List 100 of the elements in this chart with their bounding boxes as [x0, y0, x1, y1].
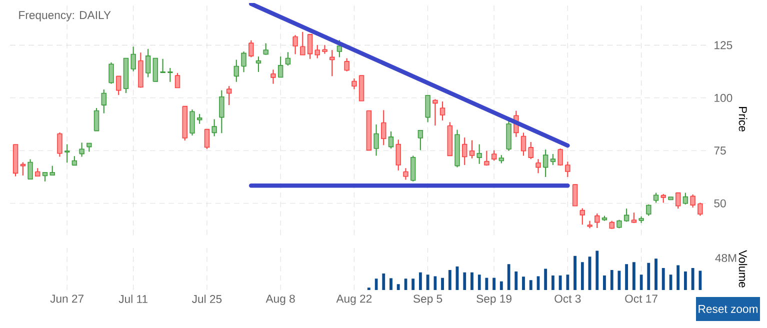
bar — [632, 262, 636, 290]
bar — [470, 272, 474, 290]
bar — [478, 274, 481, 290]
y-axis-title: Volume — [738, 250, 748, 288]
candlestick — [263, 42, 268, 56]
candlestick — [285, 52, 291, 66]
candlestick — [226, 86, 232, 106]
text: 48M — [715, 254, 736, 262]
bar — [426, 274, 430, 290]
x-tick-label: Sep 5 — [414, 294, 442, 305]
bar — [390, 278, 392, 290]
bar — [684, 272, 687, 290]
x-tick-label: Oct 3 — [554, 294, 581, 303]
candlestick — [50, 165, 55, 176]
bar — [529, 280, 532, 290]
bar — [448, 270, 452, 290]
candlestick — [587, 220, 592, 229]
candlestick — [190, 108, 195, 136]
candlestick — [536, 158, 541, 174]
text: Frequency: DAILY — [19, 11, 111, 22]
bar — [514, 272, 518, 290]
bar — [382, 274, 386, 290]
candlestick — [314, 44, 320, 59]
x-tick-label: Aug 22 — [336, 294, 372, 305]
candlestick — [152, 58, 158, 82]
candlestick — [292, 34, 298, 55]
candlestick — [690, 194, 696, 208]
candlestick — [403, 168, 408, 180]
candlestick — [572, 184, 578, 206]
candlestick — [212, 118, 217, 137]
candlestick — [145, 48, 151, 78]
candlestick — [682, 192, 688, 205]
candlestick — [542, 149, 548, 178]
candlestick — [174, 72, 180, 88]
candlestick — [28, 158, 33, 180]
candlestick — [219, 90, 224, 134]
candlestick — [565, 161, 570, 178]
candlestick — [130, 46, 136, 72]
candlestick — [558, 148, 563, 166]
bar — [574, 256, 576, 290]
candlestick — [57, 132, 62, 158]
bar — [610, 270, 614, 290]
candlestick — [160, 58, 166, 74]
candlestick — [476, 144, 482, 164]
x-tick-label: Aug 8 — [266, 294, 295, 305]
y-tick-label: 50 — [714, 199, 726, 208]
candlestick — [410, 155, 416, 182]
bar — [654, 258, 658, 290]
candlestick — [440, 100, 446, 121]
bar — [551, 275, 554, 290]
bar — [676, 265, 680, 290]
candlestick — [594, 212, 600, 229]
candlestick — [108, 62, 114, 84]
candlestick — [72, 156, 78, 166]
candlestick — [675, 192, 681, 210]
bar — [662, 268, 665, 290]
bar — [485, 278, 488, 290]
candlestick — [491, 150, 497, 162]
y-tick-label: 75 — [714, 146, 726, 155]
candlestick — [352, 78, 357, 90]
candlestick — [462, 137, 468, 166]
text: Reset zoom — [698, 305, 758, 313]
candlestick — [101, 88, 106, 114]
candlestick — [388, 130, 394, 150]
candlestick — [329, 49, 335, 77]
bar — [522, 276, 525, 290]
candlestick — [168, 67, 173, 82]
candlestick — [520, 132, 526, 156]
x-tick-label: Jul 25 — [192, 294, 222, 304]
candlestick — [631, 212, 637, 224]
candlestick — [196, 113, 202, 124]
candlestick — [624, 208, 630, 222]
candlestick — [469, 140, 475, 159]
candlestick — [374, 124, 379, 156]
candlestick — [344, 58, 350, 72]
candlestick — [116, 76, 122, 96]
candlestick — [300, 31, 306, 56]
candlestick — [241, 50, 246, 73]
bar — [500, 281, 503, 290]
bar — [647, 262, 650, 290]
candlestick — [64, 144, 70, 164]
candlestick — [432, 98, 438, 126]
candlestick — [204, 128, 210, 150]
bar — [602, 275, 606, 290]
bar — [441, 278, 444, 290]
candlestick — [322, 44, 328, 54]
bar — [396, 284, 400, 290]
bar — [492, 278, 496, 290]
candlestick — [698, 202, 703, 216]
candlestick — [256, 56, 262, 72]
candlestick — [484, 150, 490, 166]
candlestick — [381, 110, 386, 146]
x-tick-label: Jul 11 — [118, 294, 148, 304]
candlestick — [396, 139, 401, 171]
bar — [691, 268, 694, 290]
x-tick-label: Oct 17 — [625, 294, 658, 303]
bar — [418, 272, 422, 290]
candlestick — [79, 142, 84, 158]
bar — [544, 268, 548, 290]
bar — [580, 262, 584, 290]
